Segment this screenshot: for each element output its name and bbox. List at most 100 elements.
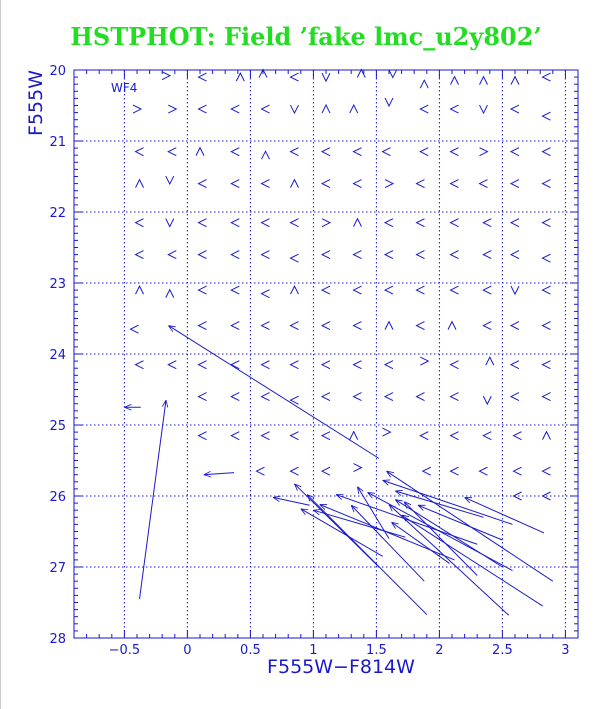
small-residual-arrow bbox=[230, 147, 240, 157]
small-residual-arrow bbox=[383, 250, 394, 260]
small-residual-arrow bbox=[320, 250, 331, 260]
small-residual-arrow bbox=[197, 218, 207, 228]
small-residual-arrow bbox=[541, 72, 551, 82]
y-tick-label: 26 bbox=[49, 490, 66, 505]
x-tick-label: 0.5 bbox=[240, 643, 261, 658]
residual-arrow bbox=[395, 491, 484, 518]
small-residual-arrow bbox=[167, 250, 177, 260]
small-residual-arrow bbox=[381, 147, 391, 157]
small-residual-arrow bbox=[541, 179, 551, 189]
small-residual-arrow bbox=[383, 360, 394, 370]
small-residual-arrow bbox=[384, 320, 394, 330]
small-residual-arrow bbox=[230, 179, 240, 189]
small-residual-arrow bbox=[420, 356, 430, 366]
small-residual-arrow bbox=[320, 147, 331, 157]
panel-label: WF4 bbox=[111, 81, 137, 95]
residual-arrow bbox=[204, 473, 235, 475]
small-residual-arrow bbox=[449, 466, 459, 476]
small-residual-arrow bbox=[449, 360, 459, 370]
small-residual-arrow bbox=[349, 103, 359, 114]
small-residual-arrow bbox=[478, 466, 488, 476]
small-residual-arrow bbox=[352, 285, 362, 295]
small-residual-arrow bbox=[449, 179, 459, 189]
small-residual-arrow bbox=[352, 147, 362, 157]
small-residual-arrow bbox=[320, 179, 331, 189]
small-residual-arrow bbox=[261, 150, 270, 160]
small-residual-arrow bbox=[260, 289, 270, 299]
residual-arrow bbox=[169, 326, 380, 459]
x-tick-label: 2.5 bbox=[492, 643, 513, 658]
small-residual-arrow bbox=[541, 285, 551, 295]
small-residual-arrow bbox=[165, 288, 175, 298]
residual-arrow bbox=[358, 487, 390, 539]
grid-layer bbox=[74, 69, 578, 639]
small-residual-arrow bbox=[352, 250, 362, 260]
small-residual-arrow bbox=[135, 178, 144, 188]
small-residual-arrow bbox=[320, 431, 331, 441]
small-residual-arrows bbox=[129, 68, 551, 501]
small-residual-arrow bbox=[415, 250, 425, 260]
x-tick-label: 1.5 bbox=[366, 643, 387, 658]
small-residual-arrow bbox=[289, 253, 299, 263]
small-residual-arrow bbox=[388, 69, 398, 79]
small-residual-arrow bbox=[509, 218, 520, 228]
small-residual-arrow bbox=[482, 431, 492, 441]
small-residual-arrow bbox=[449, 285, 459, 295]
small-residual-arrow bbox=[384, 179, 395, 189]
small-residual-arrow bbox=[353, 463, 363, 473]
small-residual-arrow bbox=[197, 250, 207, 260]
y-tick-label: 23 bbox=[49, 277, 66, 292]
small-residual-arrow bbox=[290, 284, 299, 295]
small-residual-arrow bbox=[509, 392, 520, 402]
small-residual-arrow bbox=[542, 430, 551, 440]
small-residual-arrow bbox=[197, 285, 207, 295]
small-residual-arrow bbox=[197, 179, 207, 189]
residual-arrow bbox=[273, 497, 310, 506]
small-residual-arrow bbox=[289, 147, 299, 157]
x-tick-label: 3 bbox=[561, 643, 569, 658]
small-residual-arrow bbox=[479, 75, 488, 85]
small-residual-arrow bbox=[512, 431, 522, 441]
small-residual-arrow bbox=[482, 285, 492, 295]
small-residual-arrow bbox=[449, 250, 459, 260]
small-residual-arrow bbox=[230, 104, 240, 114]
small-residual-arrow bbox=[320, 360, 331, 370]
residual-arrow bbox=[383, 480, 513, 525]
small-residual-arrow bbox=[419, 431, 429, 441]
small-residual-arrow bbox=[197, 431, 207, 441]
small-residual-arrow bbox=[541, 491, 551, 501]
small-residual-arrow bbox=[134, 250, 144, 260]
small-residual-arrow bbox=[135, 284, 144, 295]
y-tick-label: 27 bbox=[49, 561, 66, 576]
small-residual-arrow bbox=[447, 320, 457, 330]
small-residual-arrow bbox=[255, 466, 265, 476]
small-residual-arrow bbox=[541, 321, 551, 331]
small-residual-arrow bbox=[449, 392, 459, 402]
small-residual-arrow bbox=[230, 392, 240, 402]
y-tick-label: 24 bbox=[49, 348, 66, 363]
x-axis-label: F555W−F814W bbox=[267, 656, 415, 678]
residual-arrow bbox=[465, 497, 545, 534]
small-residual-arrow bbox=[419, 147, 429, 157]
y-tick-label: 20 bbox=[49, 64, 66, 79]
small-residual-arrow bbox=[509, 179, 520, 189]
small-residual-arrow bbox=[320, 321, 331, 331]
small-residual-arrow bbox=[352, 392, 362, 402]
small-residual-arrow bbox=[260, 179, 270, 189]
small-residual-arrow bbox=[168, 104, 178, 114]
small-residual-arrow bbox=[482, 250, 492, 260]
small-residual-arrow bbox=[384, 97, 394, 108]
small-residual-arrow bbox=[383, 285, 394, 295]
small-residual-arrow bbox=[161, 71, 172, 81]
small-residual-arrow bbox=[352, 321, 362, 331]
small-residual-arrow bbox=[541, 360, 551, 370]
small-residual-arrow bbox=[289, 321, 299, 331]
small-residual-arrow bbox=[167, 360, 177, 370]
small-residual-arrow bbox=[230, 285, 240, 295]
residual-arrow bbox=[418, 504, 503, 541]
small-residual-arrow bbox=[349, 430, 359, 440]
residual-arrow bbox=[402, 515, 543, 607]
small-residual-arrow bbox=[482, 218, 492, 228]
small-residual-arrow bbox=[419, 104, 429, 114]
small-residual-arrow bbox=[541, 466, 551, 476]
